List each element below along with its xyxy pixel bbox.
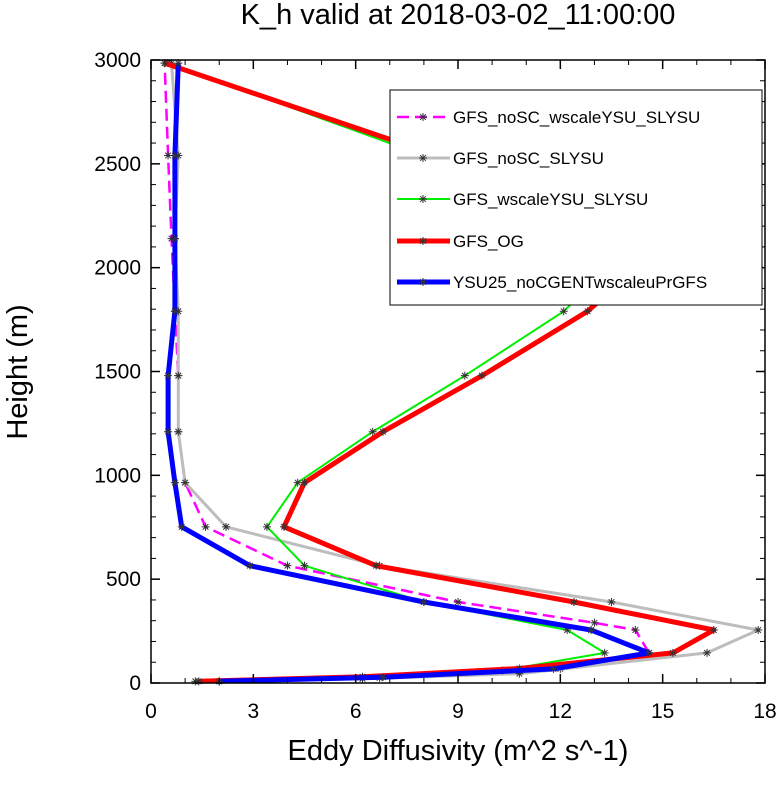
data-point [607, 598, 616, 607]
legend-box [389, 89, 763, 306]
data-point [170, 307, 179, 316]
legend-label: GFS_wscaleYSU_SLYSU [453, 190, 648, 209]
y-tick-label: 1000 [94, 464, 141, 487]
data-point [160, 59, 169, 68]
legend-marker [419, 195, 427, 203]
x-axis-title: Eddy Diffusivity (m^2 s^-1) [288, 735, 629, 767]
data-point [164, 371, 173, 380]
data-point [515, 669, 524, 678]
y-tick-label: 2000 [94, 257, 141, 280]
data-point [293, 478, 302, 487]
data-point [245, 561, 254, 570]
data-point [300, 561, 309, 570]
data-point [703, 648, 712, 657]
data-point [754, 626, 763, 635]
data-point [378, 673, 387, 682]
data-point [170, 234, 179, 243]
y-tick-label: 2500 [94, 153, 141, 176]
legend-item: GFS_OG [397, 232, 524, 251]
data-point [372, 561, 381, 570]
data-point [174, 427, 183, 436]
data-point [563, 626, 572, 635]
data-point [300, 478, 309, 487]
data-point [645, 648, 654, 657]
chart-title: K_h valid at 2018-03-02_11:00:00 [241, 0, 676, 31]
x-tick-label: 0 [145, 700, 157, 723]
legend-label: YSU25_noCGENTwscaleuPrGFS [453, 273, 707, 292]
data-point [600, 648, 609, 657]
data-point [170, 478, 179, 487]
data-point [368, 427, 377, 436]
data-point [201, 522, 210, 531]
legend-item: GFS_noSC_wscaleYSU_SLYSU [397, 108, 700, 127]
legend: GFS_noSC_wscaleYSU_SLYSU GFS_noSC_SLYSU GF… [389, 89, 763, 306]
legend-item: GFS_noSC_SLYSU [397, 149, 604, 168]
legend-item: GFS_wscaleYSU_SLYSU [397, 190, 648, 209]
y-tick-label: 500 [106, 568, 141, 591]
data-point [631, 626, 640, 635]
legend-marker [419, 278, 427, 286]
series-ysu25-nocgentwscaleuprgfs [164, 59, 654, 686]
data-point [587, 626, 596, 635]
legend-marker [419, 154, 427, 162]
data-point [378, 427, 387, 436]
data-point [164, 427, 173, 436]
data-point [549, 664, 558, 673]
data-point [280, 522, 289, 531]
data-point [569, 598, 578, 607]
x-tick-label: 3 [247, 700, 259, 723]
x-tick-label: 9 [452, 700, 464, 723]
data-point [419, 598, 428, 607]
data-point [181, 478, 190, 487]
y-tick-label: 3000 [94, 49, 141, 72]
data-point [709, 626, 718, 635]
x-tick-label: 6 [350, 700, 362, 723]
legend-marker [419, 113, 427, 121]
data-point [559, 307, 568, 316]
data-point [668, 648, 677, 657]
y-axis-title: Height (m) [2, 304, 34, 439]
y-tick-label: 1500 [94, 361, 141, 384]
data-point [460, 371, 469, 380]
legend-marker [419, 237, 427, 245]
data-point [454, 598, 462, 607]
data-point [262, 522, 271, 531]
data-point [174, 59, 183, 68]
data-point [164, 151, 173, 160]
legend-item: YSU25_noCGENTwscaleuPrGFS [397, 273, 707, 292]
data-point [170, 151, 179, 160]
legend-label: GFS_OG [453, 232, 524, 251]
y-tick-label: 0 [129, 672, 141, 695]
x-tick-label: 18 [753, 700, 776, 723]
data-point [177, 522, 186, 531]
data-point [590, 618, 599, 627]
data-point [477, 371, 486, 380]
data-point [583, 307, 592, 316]
axes: 0 3 6 9 12 15 18 0 500 1000 1500 2000 2500 3000 [94, 49, 776, 723]
data-point [174, 371, 183, 380]
x-tick-label: 15 [651, 700, 674, 723]
data-point [222, 522, 231, 531]
data-point [194, 677, 203, 686]
legend-label: GFS_noSC_SLYSU [453, 149, 604, 168]
data-point [283, 561, 292, 570]
x-tick-label: 12 [549, 700, 572, 723]
legend-label: GFS_noSC_wscaleYSU_SLYSU [453, 108, 700, 127]
